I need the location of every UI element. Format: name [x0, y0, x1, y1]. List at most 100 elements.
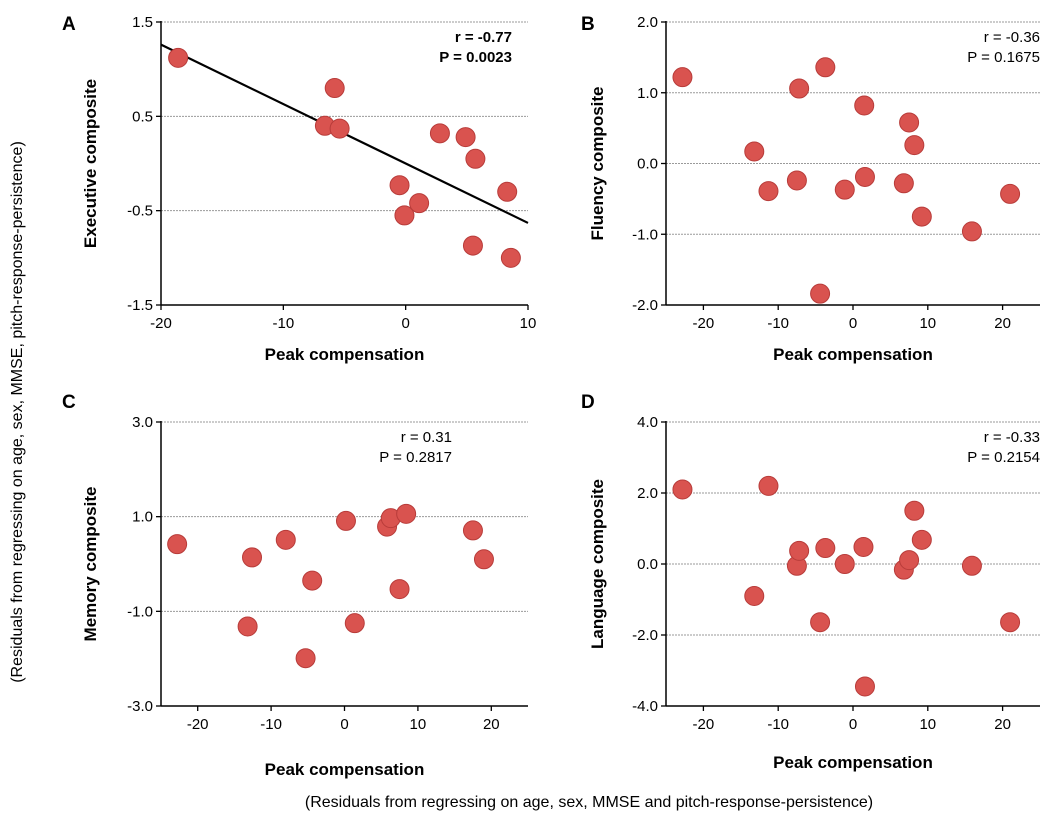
x-tick-label: 20 [994, 716, 1011, 733]
x-tick-label: 0 [340, 716, 348, 733]
data-point [961, 221, 982, 242]
data-point [168, 47, 189, 68]
global-y-label: (Residuals from regressing on age, sex, … [9, 141, 26, 683]
y-tick-label: -4.0 [632, 698, 658, 715]
data-point [465, 148, 486, 169]
data-point [672, 67, 693, 88]
y-tick-label: -0.5 [127, 203, 153, 220]
y-axis-label: Language composite [588, 479, 607, 649]
y-tick-label: -1.5 [127, 297, 153, 314]
r-value: r = -0.33 [984, 429, 1040, 446]
r-value: r = -0.36 [984, 29, 1040, 46]
x-tick-label: 0 [849, 716, 857, 733]
y-tick-label: -2.0 [632, 297, 658, 314]
panel-c: -3.0 -1.0 1.0 3.0 -20 -10 0 10 20 Peak compensati… [62, 392, 528, 779]
x-tick-label: 10 [520, 315, 537, 332]
x-tick-label: -20 [187, 716, 209, 733]
data-point [758, 181, 779, 202]
data-point [815, 538, 836, 559]
y-tick-label: 1.0 [132, 509, 153, 526]
x-tick-label: -20 [150, 315, 172, 332]
panel-letter: B [581, 14, 595, 35]
data-point [899, 112, 920, 133]
data-point [473, 549, 494, 570]
data-point [744, 585, 765, 606]
data-point [396, 503, 417, 524]
data-point [429, 123, 450, 144]
data-point [389, 175, 410, 196]
data-point [1000, 612, 1021, 633]
data-point [455, 127, 476, 148]
data-point [302, 570, 323, 591]
data-point [911, 206, 932, 227]
panel-letter: A [62, 14, 76, 35]
data-point [335, 510, 356, 531]
data-point [961, 555, 982, 576]
data-point [324, 78, 345, 99]
data-point [672, 479, 693, 500]
data-point [242, 547, 263, 568]
r-value: r = -0.77 [455, 29, 512, 46]
y-tick-label: 2.0 [637, 485, 658, 502]
data-point [786, 170, 807, 191]
y-tick-label: 0.0 [637, 156, 658, 173]
global-x-label: (Residuals from regressing on age, sex, … [305, 794, 873, 811]
data-point [497, 181, 518, 202]
y-tick-label: 3.0 [132, 414, 153, 431]
data-point [810, 612, 831, 633]
data-point [409, 193, 430, 214]
data-point [344, 613, 365, 634]
data-point [167, 534, 188, 555]
data-point [854, 166, 875, 187]
data-point [899, 550, 920, 571]
panel-b: -2.0 -1.0 0.0 1.0 2.0 -20 -10 0 10 20 Peak compens… [581, 14, 1040, 364]
data-point [462, 235, 483, 256]
data-point [237, 616, 258, 637]
data-point [810, 283, 831, 304]
x-tick-label: 10 [410, 716, 427, 733]
p-value: P = 0.2817 [379, 449, 452, 466]
y-axis-label: Memory composite [81, 487, 100, 642]
x-tick-label: 0 [849, 315, 857, 332]
data-point [744, 141, 765, 162]
x-axis-label: Peak compensation [265, 760, 425, 779]
y-tick-label: -1.0 [127, 603, 153, 620]
data-point [275, 529, 296, 550]
x-tick-label: -10 [272, 315, 294, 332]
data-point [1000, 183, 1021, 204]
data-point [854, 95, 875, 116]
x-tick-label: 20 [994, 315, 1011, 332]
panel-a: -1.5 -0.5 0.5 1.5 -20 -10 0 10 Peak compensation… [62, 14, 536, 364]
panel-letter: C [62, 392, 76, 413]
data-point [853, 536, 874, 557]
x-tick-label: 10 [919, 315, 936, 332]
panel-d: -4.0 -2.0 0.0 2.0 4.0 -20 -10 0 10 20 Peak compens… [581, 392, 1040, 772]
y-tick-label: -3.0 [127, 698, 153, 715]
p-value: P = 0.1675 [967, 49, 1040, 66]
panels: -1.5 -0.5 0.5 1.5 -20 -10 0 10 Peak compensation… [62, 14, 1040, 779]
y-tick-label: 1.5 [132, 14, 153, 31]
data-point [893, 173, 914, 194]
x-axis-label: Peak compensation [773, 753, 933, 772]
y-axis-label: Fluency composite [588, 87, 607, 241]
x-tick-label: 0 [401, 315, 409, 332]
data-point [329, 118, 350, 139]
y-tick-label: 0.0 [637, 556, 658, 573]
y-tick-label: -1.0 [632, 226, 658, 243]
data-point [462, 520, 483, 541]
data-point [904, 135, 925, 156]
data-point [389, 579, 410, 600]
x-tick-label: -10 [767, 716, 789, 733]
data-point [815, 57, 836, 78]
x-axis-label: Peak compensation [773, 345, 933, 364]
x-tick-label: -20 [693, 315, 715, 332]
x-tick-label: -10 [767, 315, 789, 332]
data-point [911, 529, 932, 550]
y-tick-label: 4.0 [637, 414, 658, 431]
y-axis-label: Executive composite [81, 79, 100, 248]
data-point [789, 540, 810, 561]
data-point [758, 475, 779, 496]
x-axis-label: Peak compensation [265, 345, 425, 364]
x-tick-label: 10 [919, 716, 936, 733]
data-point [854, 676, 875, 697]
